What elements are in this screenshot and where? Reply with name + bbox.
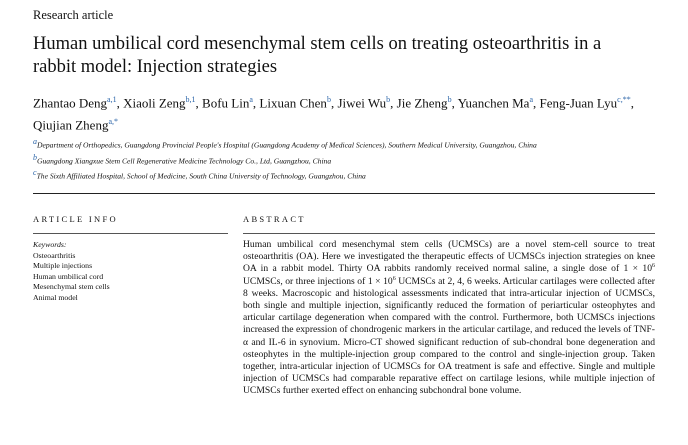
author-name: Qiujian Zheng (33, 117, 109, 133)
affiliation-text: Guangdong Xiangxue Stem Cell Regenerativ… (37, 156, 332, 166)
author-name: Bofu Lin (202, 95, 250, 111)
keyword: Animal model (33, 292, 78, 302)
author-separator: , (252, 95, 260, 111)
affiliation-mark: a (33, 137, 37, 146)
author-separator: , (330, 95, 338, 111)
author-affiliation-mark: b,1 (185, 95, 196, 104)
author-affiliation-mark: b (447, 95, 452, 104)
abstract-superscript: 6 (392, 275, 396, 282)
author-name: Zhantao Deng (33, 95, 108, 111)
author-affiliation-mark: a (249, 95, 253, 104)
author-name: Xiaoli Zeng (123, 95, 186, 111)
abstract-text: UCMSCs, or three injections of 1 × 10 (243, 275, 393, 287)
author-separator: , (630, 95, 634, 111)
author-affiliation-mark: b (386, 95, 391, 104)
author-affiliation-mark: a,1 (107, 95, 117, 104)
keyword: Osteoarthritis (33, 250, 76, 260)
abstract-heading: ABSTRACT (243, 214, 306, 224)
affiliations: aDepartment of Orthopedics, Guangdong Pr… (33, 136, 653, 183)
author-name: Jiwei Wu (337, 95, 387, 111)
keywords-label: Keywords: (33, 240, 67, 249)
author-affiliation-mark: b (326, 95, 331, 104)
abstract-text: Human umbilical cord mesenchymal stem ce… (243, 239, 655, 275)
author-affiliation-mark: c,** (617, 95, 631, 104)
keyword: Mesenchymal stem cells (33, 282, 110, 291)
article-info-heading: ARTICLE INFO (33, 214, 118, 224)
author-name: Lixuan Chen (259, 95, 327, 111)
abstract-superscript: 6 (652, 263, 655, 270)
affiliation-mark: b (33, 152, 37, 162)
author-separator: , (451, 95, 458, 111)
affiliation: cThe Sixth Affiliated Hospital, School o… (33, 167, 653, 182)
abstract: Human umbilical cord mesenchymal stem ce… (243, 239, 655, 398)
affiliation: aDepartment of Orthopedics, Guangdong Pr… (33, 136, 653, 151)
author-separator: , (533, 95, 540, 111)
author-separator: , (195, 95, 203, 111)
affiliation-text: The Sixth Affiliated Hospital, School of… (36, 171, 366, 181)
author-affiliation-mark: a (529, 95, 533, 104)
divider (33, 233, 228, 234)
divider (33, 193, 655, 194)
article-type: Research article (33, 8, 114, 22)
affiliation-mark: c (33, 168, 37, 178)
title: Human umbilical cord mesenchymal stem ce… (33, 34, 602, 77)
affiliation: bGuangdong Xiangxue Stem Cell Regenerati… (33, 152, 653, 167)
affiliation-text: Department of Orthopedics, Guangdong Pro… (37, 140, 537, 150)
divider (243, 233, 655, 234)
keywords: Keywords: Osteoarthritis Multiple injecti… (33, 240, 228, 303)
keyword: Multiple injections (33, 261, 93, 270)
author-separator: , (116, 95, 124, 111)
author-separator: , (390, 95, 397, 111)
author-affiliation-mark: a,* (108, 117, 119, 127)
author-name: Feng-Juan Lyu (539, 95, 618, 111)
authors: Zhantao Denga,1, Xiaoli Zengb,1, Bofu Li… (33, 90, 653, 135)
keyword: Human umbilical cord (33, 271, 104, 281)
abstract-text: UCMSCs at 2, 4, 6 weeks. Articular carti… (243, 275, 655, 397)
author-name: Yuanchen Ma (457, 95, 530, 111)
author-name: Jie Zheng (396, 95, 448, 111)
